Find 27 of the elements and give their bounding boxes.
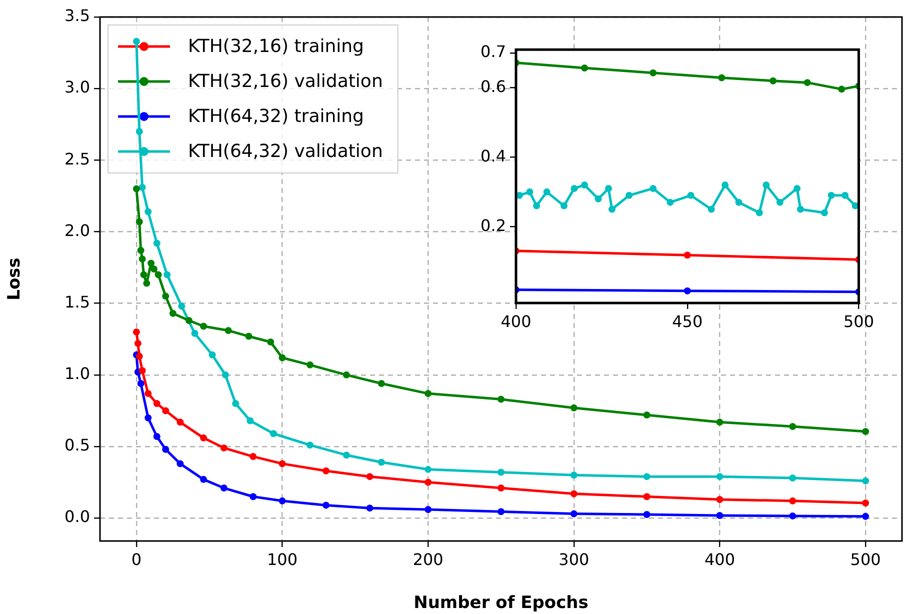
y-tick-label: 1.0 (64, 364, 90, 384)
x-tick-label: 500 (843, 312, 874, 331)
legend-label: KTH(32,16) validation (188, 71, 383, 92)
legend-label: KTH(32,16) training (188, 36, 364, 58)
x-axis-title: Number of Epochs (414, 593, 588, 614)
y-tick-label: 0.0 (64, 507, 90, 526)
x-tick-label: 200 (412, 550, 444, 569)
legend-label: KTH(64,32) validation (188, 141, 383, 162)
y-tick-label: 0.6 (480, 76, 506, 96)
y-tick-label: 0.2 (480, 216, 506, 235)
y-tick-label: 0.5 (64, 436, 90, 455)
x-tick-label: 300 (558, 550, 590, 569)
x-tick-label: 500 (850, 550, 881, 569)
y-tick-label: 2.5 (64, 149, 90, 168)
y-tick-label: 0.4 (480, 146, 506, 166)
y-tick-label: 3.5 (64, 6, 90, 26)
y-axis-title: Loss (4, 258, 25, 300)
x-tick-label: 0 (131, 550, 142, 569)
y-tick-label: 0.7 (480, 42, 506, 62)
x-tick-label: 450 (672, 312, 703, 331)
y-tick-label: 2.0 (64, 220, 90, 240)
x-tick-label: 100 (267, 550, 298, 569)
legend-label: KTH(64,32) training (188, 106, 364, 128)
x-tick-label: 400 (500, 312, 532, 331)
y-tick-label: 1.5 (64, 292, 90, 312)
y-tick-label: 3.0 (64, 78, 90, 97)
x-tick-label: 400 (704, 550, 735, 569)
